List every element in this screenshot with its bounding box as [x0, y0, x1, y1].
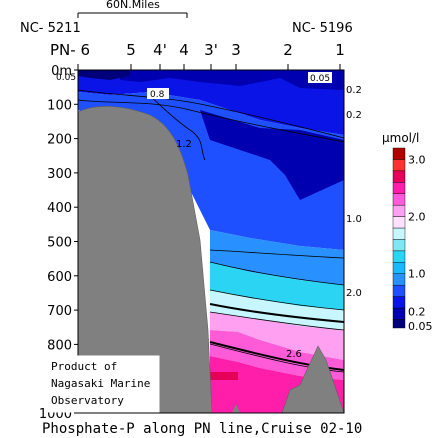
station-labels: PN- 6 5 4' 4 3' 3 2 1 [50, 41, 345, 59]
colorbar-unit: μmol/l [382, 131, 419, 145]
colorbar-cell [392, 262, 406, 274]
field-layer-7 [210, 262, 344, 310]
contour-lines [78, 89, 344, 373]
colorbar-cell [392, 193, 406, 206]
contour-labels: 0.05 0.05 0.8 0.2 0.2 1.2 1.0 2.0 2.6 [56, 72, 362, 360]
y-tick-label: 700 [47, 304, 72, 319]
y-tick-label: 800 [47, 338, 72, 353]
colorbar-cell [392, 239, 406, 252]
contour-label-5: 1.2 [176, 139, 192, 150]
colorbar-tick-labels: 3.0 2.0 1.0 0.2 0.05 [408, 153, 433, 333]
colorbar-tick-label: 1.0 [408, 268, 426, 281]
credit-box: Product of Nagasaki Marine Observatory [46, 355, 160, 413]
field-layer-12 [210, 372, 238, 380]
thick-contour-lines [209, 303, 344, 371]
colorbar-cell [392, 170, 406, 183]
colorbar-tick-label: 0.2 [408, 305, 426, 318]
station-ticks [77, 64, 341, 70]
colorbar-tick-label: 2.0 [408, 211, 426, 224]
y-tick-label: 300 [47, 167, 72, 182]
station-label: 4' [153, 41, 167, 59]
contour-label-1: 0.05 [310, 74, 330, 84]
field-layer-8 [210, 290, 344, 330]
field-layer-2 [120, 70, 344, 90]
colorbar-cell [392, 227, 406, 240]
y-tick-label: 200 [47, 133, 72, 148]
colorbar-cell [392, 182, 406, 194]
station-label: 5 [126, 41, 136, 59]
concentration-field [78, 70, 344, 413]
seafloor-notch [232, 404, 240, 413]
credit-line-2: Nagasaki Marine [51, 377, 150, 390]
credit-line-1: Product of [51, 360, 117, 373]
field-layer-9 [210, 312, 344, 360]
y-tick-label: 500 [47, 236, 72, 251]
contour-label-4: 0.2 [346, 110, 362, 121]
colorbar-cell [392, 307, 406, 320]
station-label: 2 [283, 41, 293, 59]
colorbar-cell [392, 284, 406, 297]
colorbar-tick-label: 0.05 [408, 320, 433, 333]
contour-label-0: 0.05 [56, 73, 76, 83]
contour-label-3: 0.2 [346, 85, 362, 96]
colorbar-cells [392, 147, 406, 329]
contour-label-8: 2.6 [286, 349, 302, 360]
colorbar-cell [392, 319, 406, 329]
field-layer-3 [78, 70, 130, 80]
colorbar-cell [392, 216, 406, 229]
y-tick-label: 100 [47, 98, 72, 113]
colorbar-cell [392, 147, 406, 160]
scale-bar: 60N.Miles [77, 0, 188, 18]
colorbar-cell [392, 250, 406, 263]
station-label: 3' [204, 41, 218, 59]
colorbar-cell [392, 204, 406, 217]
field-layer-5 [200, 110, 344, 200]
colorbar-cell [392, 159, 406, 172]
station-label: 3 [231, 41, 241, 59]
seafloor-left [78, 106, 213, 413]
start-station-id: NC- 5211 [20, 21, 81, 36]
colorbar-tick-label: 3.0 [408, 153, 426, 166]
station-label: PN- 6 [50, 41, 90, 59]
contour-label-2: 0.8 [150, 90, 165, 100]
y-tick-label: 0m [51, 64, 72, 79]
y-tick-label: 400 [47, 201, 72, 216]
contour-label-7: 2.0 [346, 288, 362, 299]
field-layer-1 [78, 70, 344, 135]
colorbar-cell [392, 296, 406, 309]
colorbar: μmol/l 3.0 2.0 1.0 0.2 0.05 [382, 131, 433, 333]
end-station-id: NC- 5196 [292, 21, 353, 36]
credit-line-3: Observatory [51, 394, 124, 407]
station-label: 1 [335, 41, 345, 59]
seafloor-right [281, 345, 344, 413]
contour-label-6: 1.0 [346, 214, 362, 225]
chart-title: Phosphate-P along PN line,Cruise 02-10 [42, 421, 362, 437]
field-layer-6 [210, 230, 344, 285]
colorbar-cell [392, 273, 406, 286]
y-tick-label: 600 [47, 270, 72, 285]
station-label: 4 [179, 41, 189, 59]
scale-bar-label: 60N.Miles [106, 0, 160, 11]
